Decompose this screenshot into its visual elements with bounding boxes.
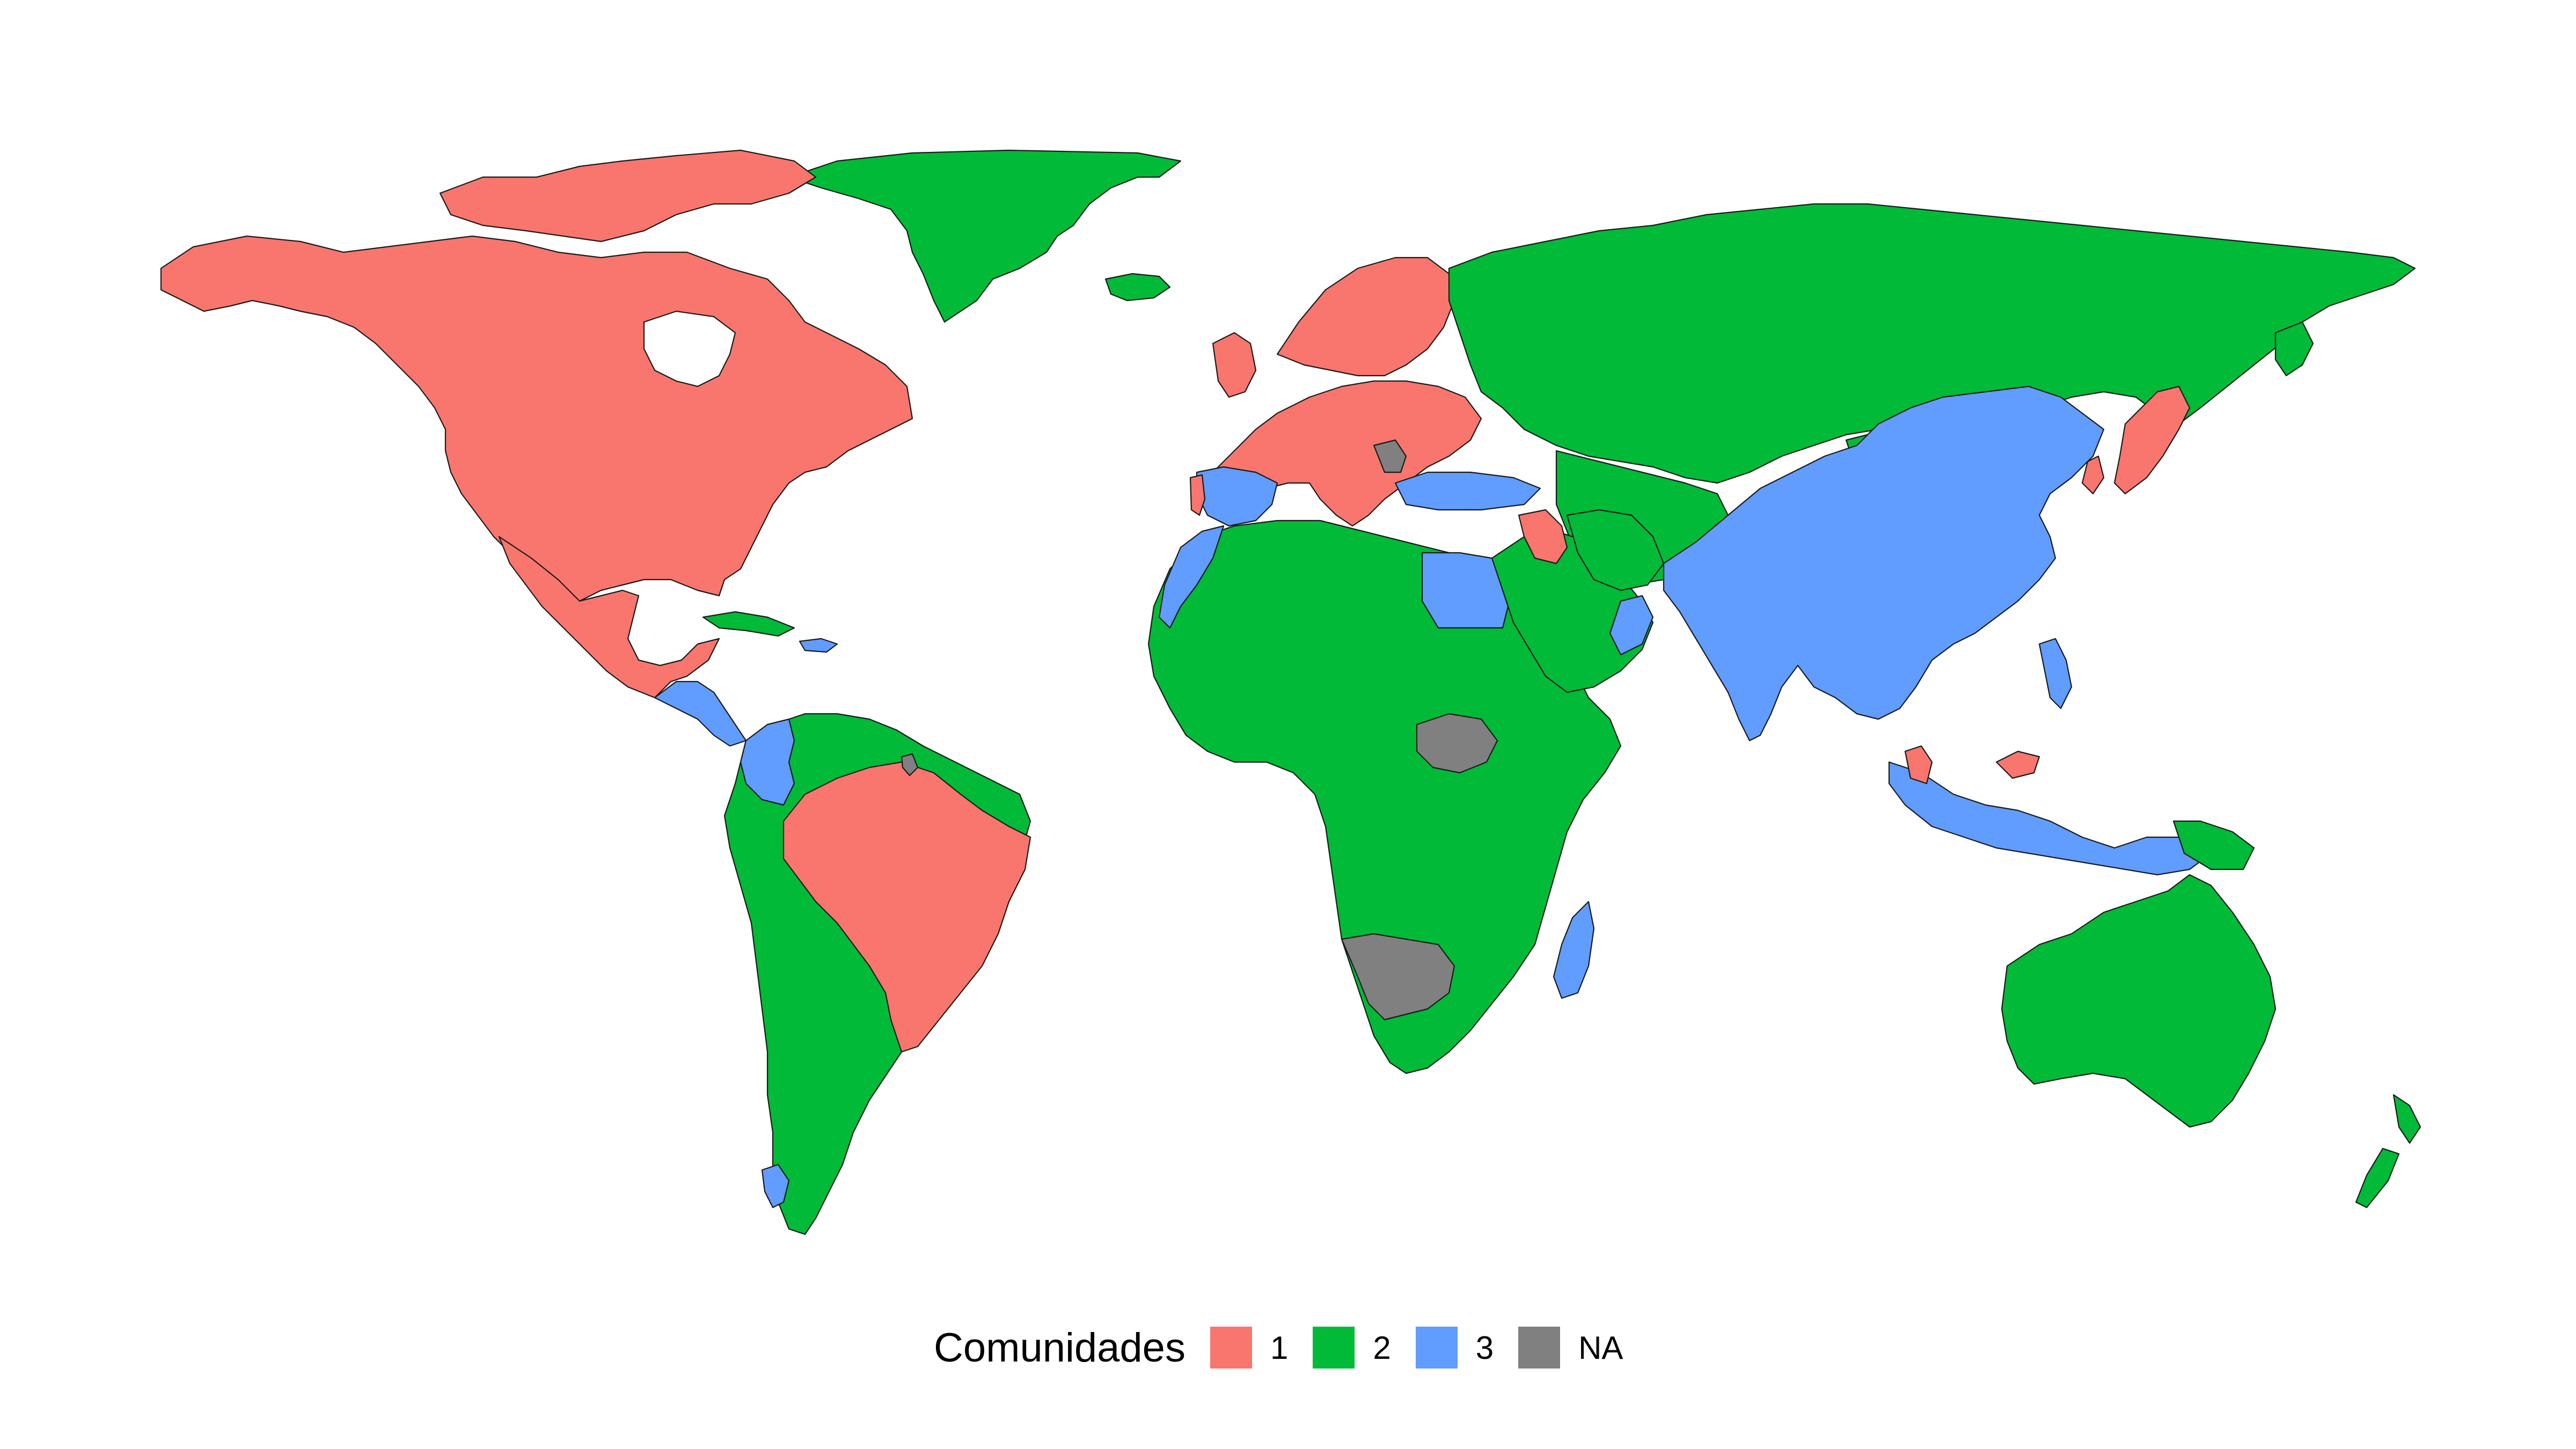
- region-iran: [1566, 509, 1665, 591]
- region-europe-west: [1212, 380, 1482, 527]
- legend-item-1: 1: [1210, 1327, 1288, 1368]
- region-morocco: [1158, 525, 1225, 629]
- legend-swatch-1: [1210, 1327, 1252, 1368]
- region-egypt: [1421, 552, 1509, 629]
- region-new-zealand: [2355, 1094, 2421, 1209]
- region-portugal: [1189, 474, 1206, 516]
- region-balkans: [1373, 439, 1407, 473]
- legend-swatch-2: [1313, 1327, 1355, 1368]
- region-new-guinea: [2172, 820, 2255, 870]
- region-malaysia: [1904, 745, 2040, 785]
- legend-item-2: 2: [1313, 1327, 1391, 1368]
- region-oman: [1609, 595, 1654, 656]
- region-madagascar: [1553, 901, 1595, 999]
- region-iraq: [1518, 509, 1568, 565]
- legend-item-na: NA: [1518, 1327, 1623, 1368]
- region-colombia: [740, 718, 795, 806]
- region-greenland: [788, 149, 1182, 323]
- region-china-india: [1663, 385, 2105, 742]
- region-scandinavia: [1276, 257, 1455, 377]
- region-chile-south: [761, 1163, 790, 1209]
- region-french-guiana: [901, 753, 919, 777]
- region-south-sudan: [1416, 713, 1498, 774]
- legend-label-1: 1: [1270, 1329, 1289, 1366]
- region-arctic-islands: [439, 149, 817, 243]
- region-uk: [1212, 332, 1257, 398]
- map-legend: Comunidades 1 2 3 NA: [934, 1318, 1648, 1377]
- legend-item-3: 3: [1415, 1327, 1494, 1368]
- region-indonesia: [1888, 761, 2212, 876]
- region-cuba: [702, 611, 795, 637]
- region-australia: [2001, 874, 2277, 1128]
- region-turkey-greece: [1394, 471, 1541, 511]
- region-mexico: [498, 536, 720, 699]
- region-korea-japan: [2081, 385, 2191, 495]
- legend-label-3: 3: [1475, 1329, 1494, 1366]
- legend-label-na: NA: [1578, 1329, 1623, 1366]
- legend-swatch-3: [1415, 1327, 1458, 1368]
- legend-swatch-na: [1518, 1327, 1561, 1368]
- region-central-america: [654, 680, 747, 747]
- legend-title: Comunidades: [934, 1324, 1185, 1371]
- water-hudson-bay: [643, 310, 736, 387]
- region-namibia-botswana: [1341, 933, 1455, 1021]
- region-north-america: [160, 235, 913, 602]
- region-kamchatka: [2274, 321, 2314, 377]
- legend-label-2: 2: [1373, 1329, 1391, 1366]
- region-hispaniola: [799, 638, 838, 653]
- region-iceland: [1104, 273, 1171, 302]
- region-philippines: [2038, 638, 2073, 709]
